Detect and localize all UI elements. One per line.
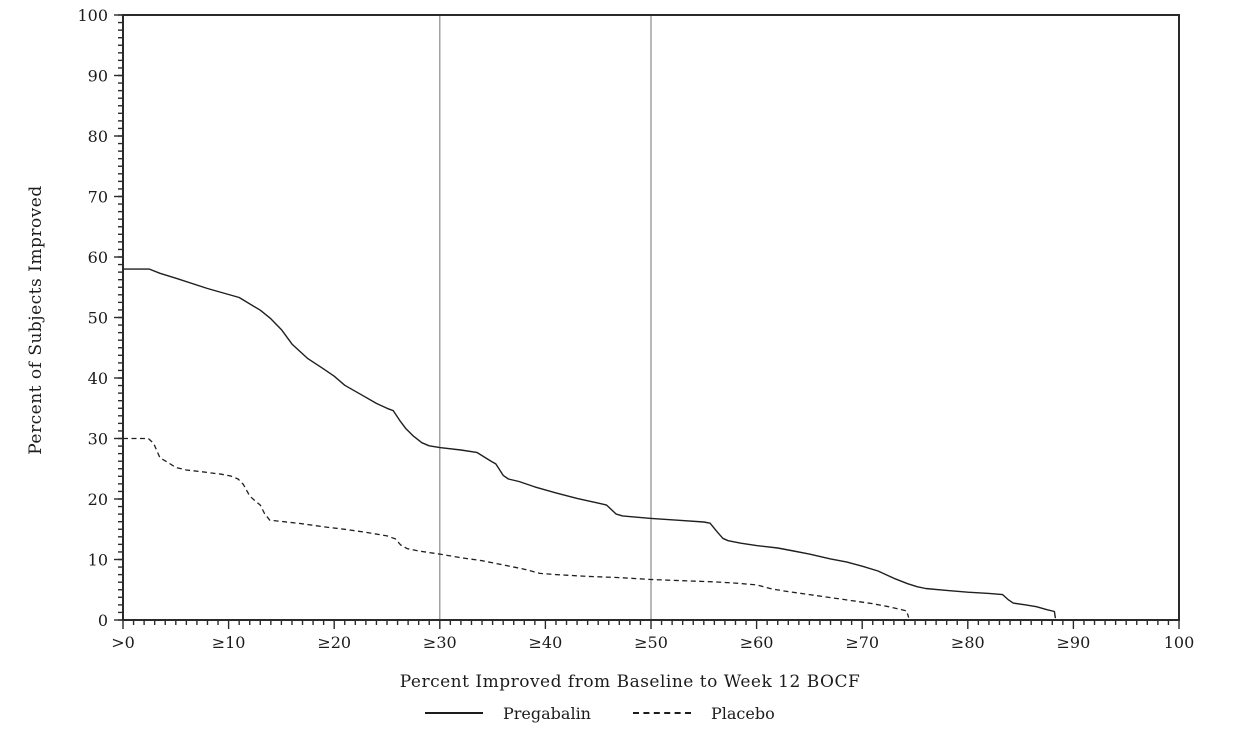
legend: Pregabalin Placebo bbox=[0, 702, 1238, 726]
svg-text:≥80: ≥80 bbox=[951, 633, 985, 652]
svg-text:≥10: ≥10 bbox=[212, 633, 246, 652]
series-line-placebo bbox=[123, 437, 910, 618]
svg-text:≥90: ≥90 bbox=[1057, 633, 1091, 652]
svg-text:100: 100 bbox=[1164, 633, 1195, 652]
dashed-line-sample-icon bbox=[633, 712, 691, 714]
svg-text:60: 60 bbox=[88, 248, 108, 267]
legend-label-pregabalin: Pregabalin bbox=[503, 703, 591, 723]
svg-text:>0: >0 bbox=[111, 633, 135, 652]
svg-text:≥60: ≥60 bbox=[740, 633, 774, 652]
svg-text:≥20: ≥20 bbox=[317, 633, 351, 652]
svg-text:≥30: ≥30 bbox=[423, 633, 457, 652]
svg-text:≥70: ≥70 bbox=[845, 633, 879, 652]
svg-text:50: 50 bbox=[88, 309, 108, 328]
legend-label-placebo: Placebo bbox=[711, 703, 775, 723]
series-line-pregabalin bbox=[123, 268, 1057, 619]
legend-item-pregabalin: Pregabalin bbox=[425, 702, 591, 724]
svg-text:40: 40 bbox=[88, 369, 108, 388]
axis-ticks bbox=[114, 14, 1180, 629]
legend-item-placebo: Placebo bbox=[633, 702, 775, 724]
svg-text:30: 30 bbox=[88, 430, 108, 449]
svg-text:90: 90 bbox=[88, 67, 108, 86]
x-tick-labels: >0 ≥10 ≥20 ≥30 ≥40 ≥50 ≥60 ≥70 ≥80 ≥90 100 bbox=[111, 633, 1194, 652]
solid-line-sample-icon bbox=[425, 712, 483, 714]
svg-text:70: 70 bbox=[88, 188, 108, 207]
y-axis-title: Percent of Subjects Improved bbox=[26, 185, 46, 455]
y-tick-labels: 0 10 20 30 40 50 60 70 80 90 100 bbox=[77, 6, 108, 630]
svg-text:≥40: ≥40 bbox=[529, 633, 563, 652]
svg-text:100: 100 bbox=[77, 6, 108, 25]
svg-text:20: 20 bbox=[88, 490, 108, 509]
svg-text:0: 0 bbox=[98, 611, 108, 630]
svg-text:10: 10 bbox=[88, 551, 108, 570]
svg-text:80: 80 bbox=[88, 127, 108, 146]
x-axis-title: Percent Improved from Baseline to Week 1… bbox=[399, 672, 861, 692]
svg-text:≥50: ≥50 bbox=[634, 633, 668, 652]
